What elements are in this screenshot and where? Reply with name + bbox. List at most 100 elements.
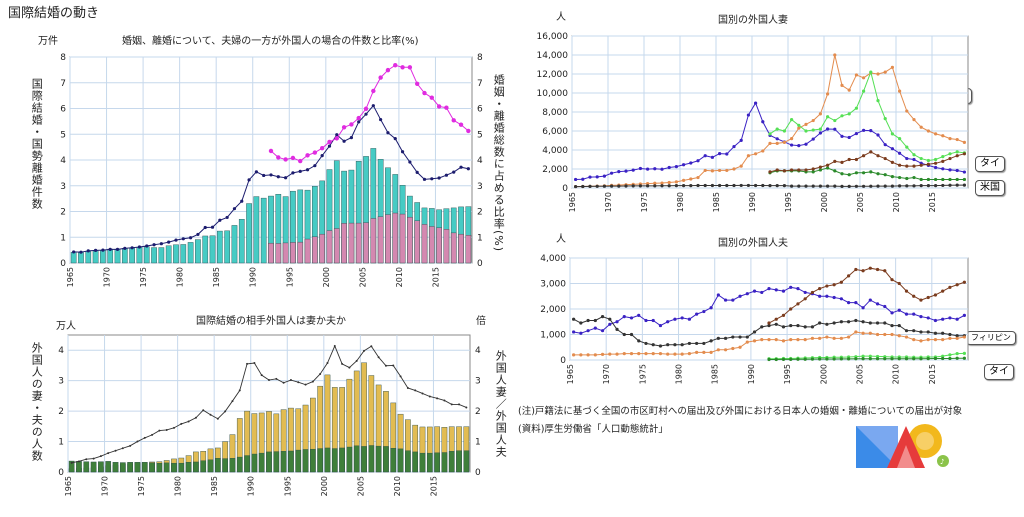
data-point-米国 (962, 183, 967, 187)
data-point-中国 (934, 132, 938, 136)
x-tick-label: 1995 (783, 364, 792, 384)
x-tick-label: 2000 (322, 267, 331, 287)
bar-国際結婚件数 (465, 206, 472, 264)
y-right-tick-label: 2 (477, 208, 483, 218)
data-point-米国 (579, 321, 583, 325)
data-point-国際結婚比率 (276, 175, 280, 179)
data-point-フィリピン (955, 150, 959, 154)
data-point-韓国・朝鮮 (862, 128, 866, 132)
y-right-tick-label: 0 (477, 259, 483, 269)
bar-夫が外国人 (185, 462, 192, 473)
chart1-right-axis-title: 婚姻・離婚総数に占める比率(%) (492, 74, 506, 253)
data-point-国際離婚比率 (466, 128, 471, 134)
data-point-米国 (919, 184, 923, 188)
data-point-中国 (912, 118, 916, 122)
y-tick-label: 4 (60, 156, 66, 166)
bar-夫が外国人 (171, 462, 177, 473)
series-line-中国 (573, 331, 965, 356)
data-point-韓国・朝鮮 (826, 127, 830, 131)
data-point-米国 (752, 330, 757, 334)
bar-国際結婚件数 (399, 185, 406, 264)
data-point-タイ (876, 172, 880, 176)
legend-label: 国際結婚件数 (124, 67, 179, 77)
data-point-米国 (610, 184, 614, 188)
logo-mark: ♪ (856, 424, 949, 468)
data-point-国際離婚比率 (422, 90, 427, 96)
bar-夫が外国人 (288, 450, 294, 473)
data-point-中国 (682, 178, 686, 182)
bar-国際結婚件数 (450, 207, 457, 264)
data-point-韓国・朝鮮 (739, 138, 743, 143)
data-point-その他 (883, 156, 887, 161)
data-point-外国人妻／外国人夫 (231, 400, 234, 403)
data-point-中国 (919, 339, 923, 343)
callout-philippines-wives: フィリピン (912, 88, 972, 104)
data-point-韓国・朝鮮 (962, 313, 966, 317)
data-point-国際離婚比率 (458, 122, 464, 127)
bar-夫が外国人 (98, 461, 104, 473)
data-point-米国 (695, 341, 699, 346)
data-point-タイ (926, 177, 931, 182)
bar-国際結婚件数 (355, 161, 362, 264)
bar-妻が外国人 (375, 384, 382, 473)
data-point-韓国・朝鮮 (948, 316, 952, 320)
bar-夫が外国人 (405, 450, 411, 473)
data-point-その他 (818, 287, 822, 291)
bar-夫が外国人 (76, 461, 82, 473)
data-point-その他 (818, 165, 823, 169)
data-point-フィリピン (790, 118, 794, 122)
data-point-米国 (804, 184, 808, 188)
data-point-外国人妻／外国人夫 (165, 428, 168, 431)
data-point-その他 (868, 266, 872, 270)
y-tick-label: 14,000 (537, 51, 569, 61)
data-point-タイ (941, 177, 945, 182)
data-point-外国人妻／外国人夫 (172, 426, 175, 429)
data-point-その他 (962, 280, 966, 284)
bar-国際結婚件数 (297, 189, 304, 264)
data-point-その他 (833, 159, 837, 163)
data-point-その他 (875, 267, 880, 272)
data-point-外国人妻／外国人夫 (246, 362, 249, 365)
data-point-フィリピン (847, 112, 851, 116)
bar-国際結婚件数 (341, 170, 347, 264)
bar-夫が外国人 (222, 458, 228, 473)
x-tick-label: 1965 (66, 267, 75, 287)
bar-国際離婚件数 (392, 212, 399, 264)
bar-夫が外国人 (324, 447, 331, 473)
data-point-タイ (919, 357, 923, 361)
bar-妻が外国人 (434, 426, 440, 473)
data-point-米国 (825, 322, 829, 326)
data-point-外国人妻／外国人夫 (216, 417, 219, 420)
data-point-韓国・朝鮮 (674, 165, 679, 169)
data-point-その他 (955, 154, 959, 158)
bar-妻が外国人 (288, 407, 294, 473)
data-point-タイ (948, 177, 952, 182)
data-point-中国 (869, 71, 873, 75)
data-point-中国 (926, 338, 930, 342)
data-point-中国 (588, 184, 592, 188)
data-point-韓国・朝鮮 (767, 287, 771, 291)
data-point-タイ (854, 171, 859, 175)
data-point-米国 (948, 183, 952, 187)
data-point-外国人妻／外国人夫 (304, 383, 307, 386)
data-point-タイ (890, 175, 895, 179)
data-point-フィリピン (875, 354, 880, 359)
x-tick-label: 1980 (174, 476, 183, 496)
data-point-韓国・朝鮮 (687, 317, 692, 321)
bar-国際結婚件数 (260, 197, 267, 264)
data-point-米国 (803, 325, 807, 329)
bar-夫が外国人 (375, 445, 382, 473)
data-point-中国 (638, 182, 643, 186)
chart4-title: 国別の外国人夫 (718, 238, 788, 249)
data-point-国際結婚比率 (254, 170, 258, 174)
series-line-フィリピン (769, 70, 965, 161)
bar-妻が外国人 (331, 387, 338, 473)
data-point-その他 (847, 157, 851, 162)
data-point-米国 (833, 184, 837, 188)
data-point-外国人妻／外国人夫 (224, 410, 227, 413)
x-tick-label: 1990 (748, 192, 757, 212)
data-point-外国人妻／外国人夫 (129, 444, 132, 447)
data-point-外国人妻／外国人夫 (363, 349, 366, 352)
data-point-韓国・朝鮮 (868, 298, 872, 302)
y-right-tick-label: 5 (477, 130, 483, 140)
